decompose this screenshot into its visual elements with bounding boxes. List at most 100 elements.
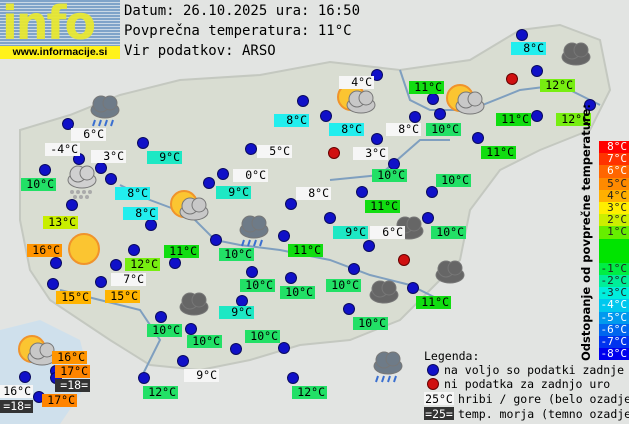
legend-missing-text: ni podatka za zadnjo uro: [444, 377, 611, 391]
station-dot[interactable]: [246, 144, 256, 154]
station-temperature-label: 11°C: [496, 113, 531, 126]
station-dot[interactable]: [204, 178, 214, 188]
scale-row: -4°C: [599, 298, 629, 312]
sun-cloud-icon: [14, 333, 62, 381]
snow-cloud-icon: [54, 156, 102, 204]
station-dot[interactable]: [286, 273, 296, 283]
station-dot[interactable]: [237, 296, 247, 306]
station-dot[interactable]: [51, 373, 61, 383]
station-temperature-label: 12°C: [143, 386, 178, 399]
station-dot[interactable]: [286, 199, 296, 209]
station-dot[interactable]: [247, 267, 257, 277]
sea-temperature-label: =18=: [55, 379, 90, 392]
station-dot[interactable]: [129, 245, 139, 255]
station-temperature-label: 7°C: [111, 273, 146, 286]
station-temperature-label: 9°C: [216, 186, 251, 199]
station-dot[interactable]: [96, 277, 106, 287]
sun-cloud-icon: [333, 81, 381, 129]
station-dot[interactable]: [67, 200, 77, 210]
station-dot[interactable]: [517, 30, 527, 40]
station-dot[interactable]: [279, 231, 289, 241]
station-temperature-label: 10°C: [147, 324, 182, 337]
station-dot[interactable]: [344, 304, 354, 314]
scale-row: 7°C: [599, 152, 629, 166]
station-temperature-label: 11°C: [164, 245, 199, 258]
scale-row: 1°C: [599, 226, 629, 239]
sun-cloud-icon: [166, 188, 214, 236]
station-dot[interactable]: [288, 373, 298, 383]
station-dot[interactable]: [20, 372, 30, 382]
station-temperature-label: 8°C: [115, 187, 150, 200]
scale-row: -1°C: [599, 261, 629, 276]
station-dot[interactable]: [170, 258, 180, 268]
station-dot[interactable]: [186, 324, 196, 334]
station-dot[interactable]: [408, 283, 418, 293]
station-temperature-label: 16°C: [0, 385, 33, 398]
station-dot[interactable]: [532, 111, 542, 121]
station-dot[interactable]: [372, 70, 382, 80]
station-dot[interactable]: [106, 174, 116, 184]
station-temperature-label: 11°C: [416, 296, 451, 309]
station-dot[interactable]: [298, 96, 308, 106]
station-dot[interactable]: [218, 169, 228, 179]
station-temperature-label: 11°C: [365, 200, 400, 213]
legend-available: na voljo so podatki zadnje ure: [428, 363, 629, 377]
station-dot[interactable]: [410, 112, 420, 122]
station-dot[interactable]: [372, 134, 382, 144]
station-temperature-label: 9°C: [333, 226, 368, 239]
station-dot[interactable]: [279, 343, 289, 353]
station-dot[interactable]: [325, 213, 335, 223]
station-temperature-label: 11°C: [481, 146, 516, 159]
station-temperature-label: 12°C: [292, 386, 327, 399]
station-dot[interactable]: [34, 392, 44, 402]
station-dot[interactable]: [321, 111, 331, 121]
station-dot[interactable]: [138, 138, 148, 148]
station-dot[interactable]: [156, 312, 166, 322]
station-dot[interactable]: [427, 187, 437, 197]
station-temperature-label: 8°C: [329, 123, 364, 136]
scale-row: -7°C: [599, 335, 629, 349]
river: [119, 184, 441, 301]
station-dot[interactable]: [428, 94, 438, 104]
station-dot-no-data[interactable]: [329, 148, 339, 158]
station-temperature-label: 12°C: [556, 113, 591, 126]
site-logo[interactable]: info www.informacije.si: [0, 0, 120, 59]
legend-mountain-sample: 25°C: [424, 392, 454, 406]
station-dot[interactable]: [111, 260, 121, 270]
station-dot[interactable]: [146, 220, 156, 230]
station-dot-no-data[interactable]: [507, 74, 517, 84]
station-dot[interactable]: [139, 373, 149, 383]
station-dot-no-data[interactable]: [399, 255, 409, 265]
station-dot[interactable]: [585, 100, 595, 110]
station-dot[interactable]: [349, 264, 359, 274]
station-dot[interactable]: [231, 344, 241, 354]
station-dot[interactable]: [423, 213, 433, 223]
scale-row: 8°C: [599, 140, 629, 154]
station-dot[interactable]: [364, 241, 374, 251]
station-dot[interactable]: [389, 159, 399, 169]
station-dot[interactable]: [435, 109, 445, 119]
scale-row: -3°C: [599, 286, 629, 300]
scale-row: [599, 250, 629, 263]
station-dot[interactable]: [63, 119, 73, 129]
station-temperature-label: 5°C: [257, 145, 292, 158]
station-temperature-label: 8°C: [511, 42, 546, 55]
rain-cloud-icon: [360, 342, 408, 390]
scale-row: 6°C: [599, 165, 629, 178]
station-dot[interactable]: [48, 279, 58, 289]
station-dot[interactable]: [178, 356, 188, 366]
rain-cloud-icon: [77, 86, 125, 134]
station-dot[interactable]: [211, 235, 221, 245]
station-dot[interactable]: [357, 187, 367, 197]
station-temperature-label: 10°C: [372, 169, 407, 182]
station-dot[interactable]: [96, 163, 106, 173]
dark-cloud-icon: [356, 271, 404, 319]
station-temperature-label: 17°C: [42, 394, 77, 407]
station-dot[interactable]: [40, 165, 50, 175]
station-dot[interactable]: [532, 66, 542, 76]
logo-url[interactable]: www.informacije.si: [0, 46, 120, 59]
station-dot[interactable]: [51, 258, 61, 268]
station-dot[interactable]: [473, 133, 483, 143]
station-dot[interactable]: [74, 154, 84, 164]
scale-row: [599, 238, 629, 251]
